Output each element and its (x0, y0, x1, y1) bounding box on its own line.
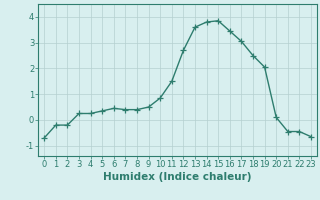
X-axis label: Humidex (Indice chaleur): Humidex (Indice chaleur) (103, 172, 252, 182)
